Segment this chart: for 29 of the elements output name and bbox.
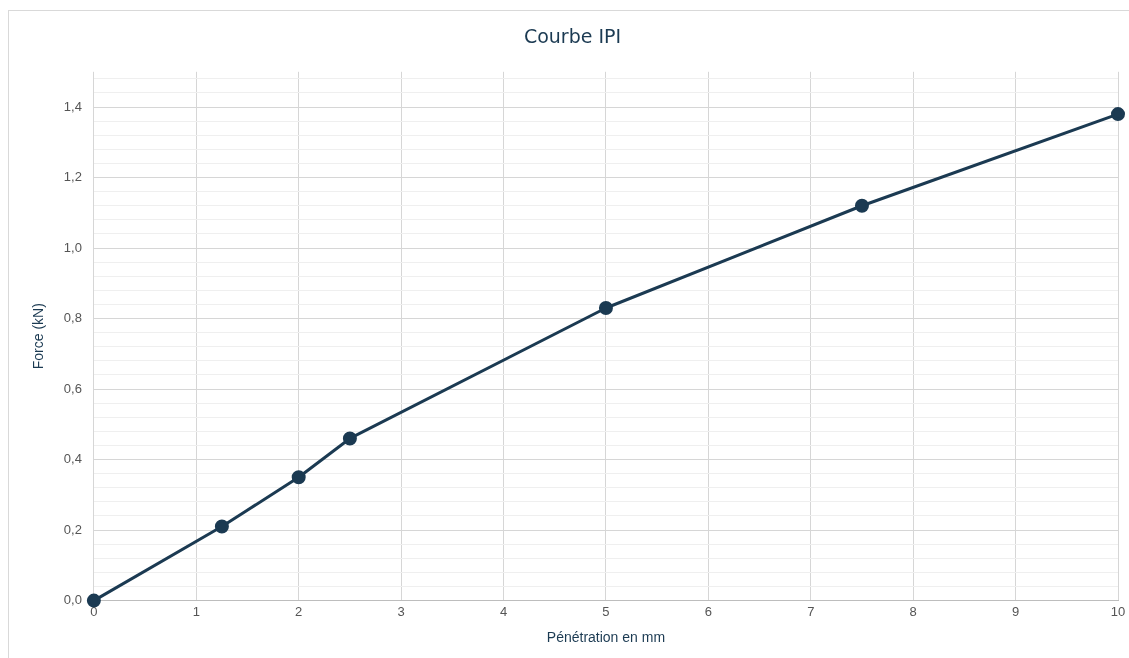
x-tick-label: 0 [90,603,98,619]
point [291,470,306,485]
x-tick-label: 9 [1011,603,1020,619]
point [854,198,869,213]
point [342,431,357,446]
y-tick-label: 1,4 [63,98,82,114]
y-tick-label: 0,8 [63,310,82,326]
y-tick-label: 0,0 [63,592,82,608]
y-tick-label: 1,0 [63,239,82,255]
x-tick-label: 5 [602,603,610,619]
point [86,593,101,608]
x-tick-label: 8 [909,603,917,619]
x-tick-label: 6 [704,603,712,619]
x-tick-label: 2 [295,603,303,619]
chart-title: Courbe IPI [523,25,622,48]
y-tick-label: 0,4 [63,451,82,467]
y-tick-label: 1,2 [63,169,82,185]
y-axis-title: Force (kN) [30,303,47,370]
point [598,301,613,315]
point [214,519,229,534]
y-tick-label: 0,2 [63,521,82,537]
x-tick-label: 10 [1110,603,1126,619]
y-tick-label: 0,6 [63,380,82,396]
x-tick-label: 4 [499,603,508,619]
x-tick-label: 1 [192,603,200,619]
x-axis-title: Pénétration en mm [546,629,666,646]
point [1111,107,1125,122]
x-tick-label: 7 [807,603,815,619]
x-tick-label: 3 [397,603,405,619]
